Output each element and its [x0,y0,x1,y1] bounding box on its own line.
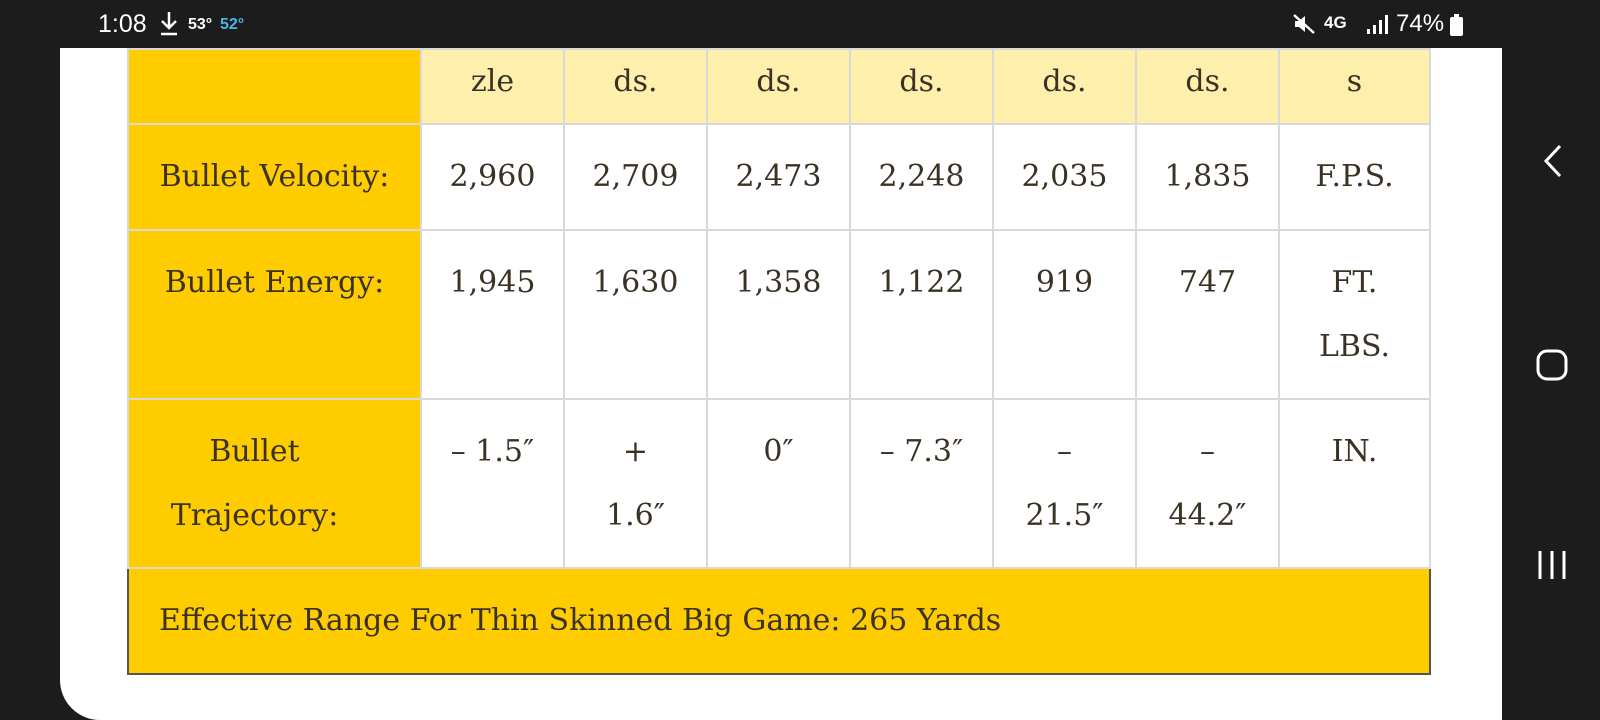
value-cell: 2,473 [706,123,851,231]
row-label: Bullet Velocity: [127,123,422,231]
header-cell: zle [420,48,565,125]
back-icon[interactable] [1540,142,1566,180]
unit-cell: FT. LBS. [1278,229,1431,400]
web-page[interactable]: zle ds. ds. ds. ds. ds. s Bullet Velocit… [60,48,1502,720]
recents-icon[interactable] [1535,548,1569,582]
header-cell: ds. [563,48,708,125]
value-cell: – 7.3″ [849,398,994,569]
signal-icon [1367,15,1388,34]
value-cell: 2,709 [563,123,708,231]
home-icon[interactable] [1535,348,1569,382]
ballistics-table: zle ds. ds. ds. ds. ds. s Bullet Velocit… [127,48,1431,675]
table-row-velocity: Bullet Velocity: 2,960 2,709 2,473 2,248… [127,123,1431,231]
value-cell: + 1.6″ [563,398,708,569]
value-cell: – 44.2″ [1135,398,1280,569]
value-cell: 2,960 [420,123,565,231]
download-icon [161,12,177,36]
value-cell: 2,248 [849,123,994,231]
row-label: Bullet Energy: [127,229,422,400]
battery-level: 74% [1396,10,1445,37]
header-cell: s [1278,48,1431,125]
value-cell: 0″ [706,398,851,569]
value-cell: – 1.5″ [420,398,565,569]
mute-icon [1293,14,1315,34]
value-cell: 1,122 [849,229,994,400]
table-footer-row: Effective Range For Thin Skinned Big Gam… [127,567,1431,675]
value-cell: 2,035 [992,123,1137,231]
network-type: 4G [1324,13,1347,32]
header-label-cell [127,48,422,125]
value-cell: 747 [1135,229,1280,400]
header-cell: ds. [1135,48,1280,125]
unit-cell: IN. [1278,398,1431,569]
battery-icon [1450,14,1463,36]
table-row-trajectory: Bullet Trajectory: – 1.5″ + 1.6″ 0″ – 7.… [127,398,1431,569]
table-header-row: zle ds. ds. ds. ds. ds. s [127,48,1431,125]
header-cell: ds. [849,48,994,125]
weather-temp-high: 53° [188,16,213,33]
value-cell: 1,630 [563,229,708,400]
value-cell: 919 [992,229,1137,400]
status-time: 1:08 [98,10,147,38]
value-cell: – 21.5″ [992,398,1137,569]
value-cell: 1,358 [706,229,851,400]
header-cell: ds. [992,48,1137,125]
value-cell: 1,835 [1135,123,1280,231]
weather-temp-low: 52° [220,16,245,33]
table-row-energy: Bullet Energy: 1,945 1,630 1,358 1,122 9… [127,229,1431,400]
value-cell: 1,945 [420,229,565,400]
effective-range-note: Effective Range For Thin Skinned Big Gam… [127,567,1431,675]
row-label: Bullet Trajectory: [127,398,422,569]
unit-cell: F.P.S. [1278,123,1431,231]
header-cell: ds. [706,48,851,125]
status-bar: 1:08 53° 52° 4G 74% [60,0,1502,48]
